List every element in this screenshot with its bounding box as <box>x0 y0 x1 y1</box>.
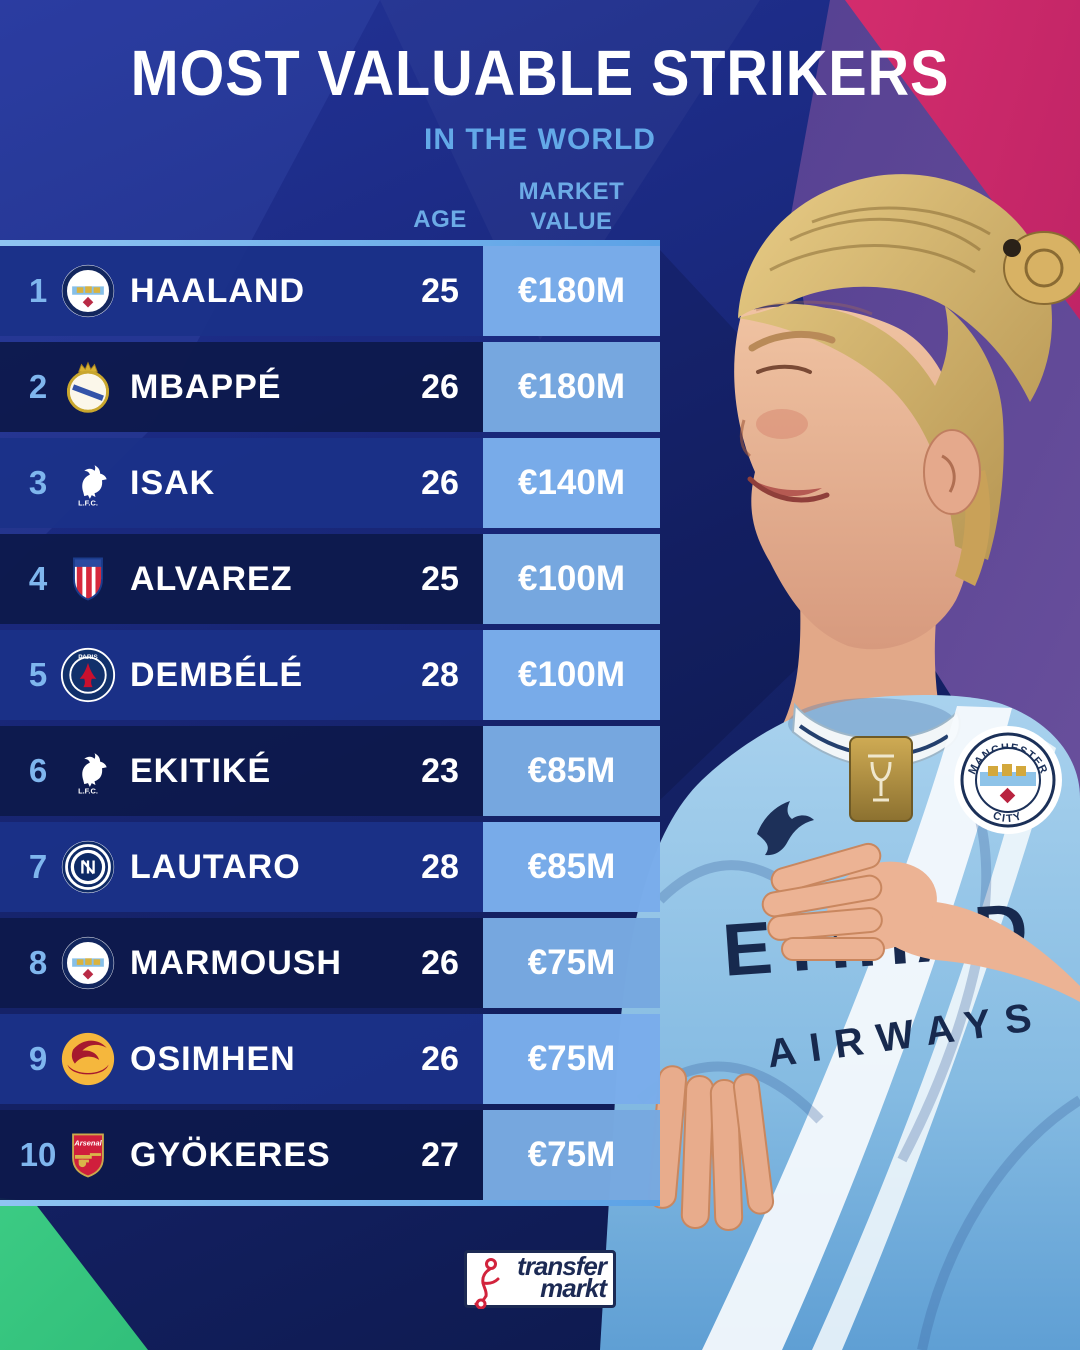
rank-label: 1 <box>28 272 48 309</box>
crest-text: PARIS <box>78 654 98 661</box>
rank-label: 6 <box>28 752 48 789</box>
rank-label: 5 <box>28 656 48 693</box>
rank-label: 8 <box>28 944 48 981</box>
crest-text: L.F.C. <box>78 786 98 795</box>
transfermarkt-logo: transfer markt <box>464 1250 616 1309</box>
player-age: 23 <box>421 752 459 790</box>
player-age: 26 <box>421 368 459 406</box>
player-name: DEMBÉLÉ <box>130 656 304 694</box>
logo-line2: markt <box>540 1273 607 1303</box>
player-age: 27 <box>421 1136 459 1174</box>
player-name: ISAK <box>130 464 216 502</box>
table-row: PARIS 5 DEMBÉLÉ 28 €100M <box>0 630 660 720</box>
liverpool-crest-icon: L.F.C. <box>60 743 116 799</box>
rank-label: 2 <box>28 368 48 405</box>
svg-text:CITY: CITY <box>991 810 1025 826</box>
rank-label: 7 <box>28 848 48 885</box>
crest-text-bottom: CITY <box>991 810 1023 826</box>
table-row: 9 OSIMHEN 26 €75M <box>0 1014 660 1104</box>
crest-text: Arsenal <box>73 1139 102 1148</box>
real-madrid-crest-icon <box>60 359 116 415</box>
rank-label: 9 <box>28 1040 48 1077</box>
player-age: 28 <box>421 848 459 886</box>
galatasaray-crest-icon <box>60 1031 116 1087</box>
player-name: MARMOUSH <box>130 944 342 982</box>
market-value: €140M <box>483 438 660 528</box>
table-row: 2 MBAPPÉ 26 €180M <box>0 342 660 432</box>
column-header-market: MARKET <box>518 178 625 205</box>
atletico-madrid-crest-icon <box>60 551 116 607</box>
table-row: 7 LAUTARO 28 €85M <box>0 822 660 912</box>
table-row: 4 ALVAREZ 25 €100M <box>0 534 660 624</box>
transfermarkt-kicker-icon <box>474 1258 500 1309</box>
logo-line1: transfer <box>517 1251 607 1281</box>
market-value: €100M <box>483 534 660 624</box>
rank-label: 4 <box>28 560 48 597</box>
page-title: MOST VALUABLE STRIKERS <box>130 37 950 109</box>
table-row: Arsenal 10 GYÖKERES 27 €75M <box>0 1110 660 1200</box>
player-name: GYÖKERES <box>130 1136 331 1174</box>
player-age: 28 <box>421 656 459 694</box>
player-age: 26 <box>421 1040 459 1078</box>
player-name: HAALAND <box>130 272 306 310</box>
player-age: 25 <box>421 272 459 310</box>
player-name: EKITIKÉ <box>130 752 272 790</box>
player-age: 26 <box>421 464 459 502</box>
page-subtitle: IN THE WORLD <box>424 123 656 156</box>
table-row: 1 HAALAND 25 €180M <box>0 246 660 336</box>
market-value: €85M <box>483 822 660 912</box>
liverpool-crest-icon: L.F.C. <box>60 455 116 511</box>
market-value: €75M <box>483 1014 660 1104</box>
player-age: 25 <box>421 560 459 598</box>
player-name: LAUTARO <box>130 848 301 886</box>
table-row: L.F.C. 6 EKITIKÉ 23 €85M <box>0 726 660 816</box>
table-top-border <box>0 240 660 246</box>
player-age: 26 <box>421 944 459 982</box>
transfermarkt-wordmark: transfer markt <box>517 1251 607 1303</box>
table-bottom-border <box>0 1200 660 1206</box>
market-value: €180M <box>483 342 660 432</box>
market-value: €75M <box>483 918 660 1008</box>
manchester-city-crest-icon <box>60 935 116 991</box>
market-value: €85M <box>483 726 660 816</box>
market-value: €180M <box>483 246 660 336</box>
market-value: €100M <box>483 630 660 720</box>
column-header-age: AGE <box>413 206 467 233</box>
market-value: €75M <box>483 1110 660 1200</box>
crest-text: L.F.C. <box>78 498 98 507</box>
psg-crest-icon: PARIS <box>60 647 116 703</box>
player-name: OSIMHEN <box>130 1040 296 1078</box>
player-name: MBAPPÉ <box>130 368 282 406</box>
table-row: 8 MARMOUSH 26 €75M <box>0 918 660 1008</box>
rank-label: 10 <box>19 1136 57 1173</box>
column-header-value: VALUE <box>530 208 613 235</box>
man-city-jersey-crest-icon: MANCHESTER CITY <box>954 726 1062 834</box>
player-name: ALVAREZ <box>130 560 293 598</box>
rank-label: 3 <box>28 464 48 501</box>
table-row: L.F.C. 3 ISAK 26 €140M <box>0 438 660 528</box>
arsenal-crest-icon: Arsenal <box>60 1127 116 1183</box>
manchester-city-crest-icon <box>60 263 116 319</box>
inter-milan-crest-icon <box>60 839 116 895</box>
